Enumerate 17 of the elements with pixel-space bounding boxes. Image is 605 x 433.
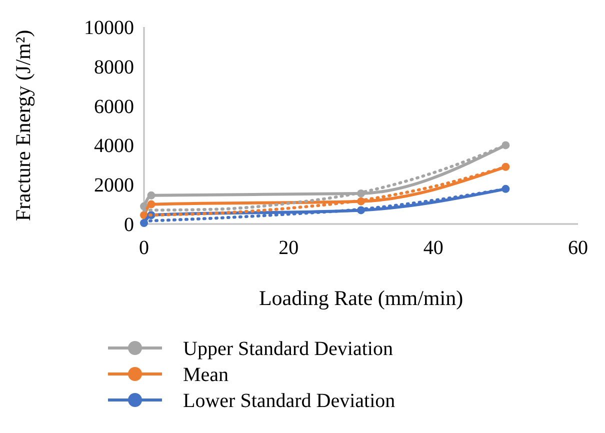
y-tick-label: 4000: [94, 135, 134, 158]
y-tick-label: 8000: [94, 56, 134, 78]
y-tick-label: 2000: [94, 174, 134, 197]
y-tick-label: 0: [124, 214, 134, 236]
y-tick-label: 6000: [94, 96, 134, 118]
point: [147, 200, 156, 208]
x-tick-label: 60: [568, 237, 588, 259]
legend-label: Lower Standard Deviation: [183, 390, 396, 412]
y-tick-label: 10000: [84, 17, 134, 39]
x-axis-title: Loading Rate (mm/min): [258, 286, 464, 310]
x-tick-label: 40: [423, 237, 444, 259]
y-axis-title: Fracture Energy (J/m²): [11, 30, 35, 222]
point: [147, 191, 156, 200]
x-tick-label: 20: [278, 237, 299, 259]
legend-label: Mean: [183, 364, 229, 386]
x-tick-label: 0: [139, 237, 149, 259]
legend-label: Upper Standard Deviation: [183, 338, 393, 360]
